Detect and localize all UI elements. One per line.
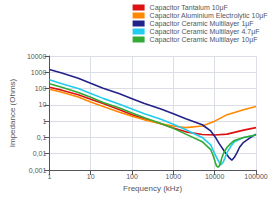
svg-text:Capacitor Aluminium Electrolyt: Capacitor Aluminium Electrolytic 10μF <box>150 12 268 20</box>
svg-text:Frequency (kHz): Frequency (kHz) <box>123 184 182 193</box>
svg-text:100: 100 <box>35 85 47 92</box>
svg-text:Capacitor Ceramic Multilayer 4: Capacitor Ceramic Multilayer 4.7μF <box>150 28 260 36</box>
svg-text:Impedance (Ohms): Impedance (Ohms) <box>8 78 17 147</box>
svg-text:10: 10 <box>39 101 47 108</box>
svg-text:Capacitor Ceramic Multilayer 1: Capacitor Ceramic Multilayer 1μF <box>150 20 254 28</box>
svg-text:0,1: 0,1 <box>37 134 47 141</box>
svg-text:1000: 1000 <box>31 69 47 76</box>
svg-text:1: 1 <box>47 173 51 180</box>
svg-text:Capacitor Ceramic Multilayer 1: Capacitor Ceramic Multilayer 10μF <box>150 36 258 44</box>
svg-text:10000: 10000 <box>205 173 225 180</box>
svg-text:10000: 10000 <box>27 53 47 60</box>
svg-text:100000: 100000 <box>244 173 267 180</box>
svg-text:0,001: 0,001 <box>29 167 47 174</box>
svg-text:1000: 1000 <box>166 173 182 180</box>
svg-text:0,01: 0,01 <box>33 150 47 157</box>
svg-text:Capacitor Tantalum 10μF: Capacitor Tantalum 10μF <box>150 4 228 12</box>
svg-text:100: 100 <box>126 173 138 180</box>
svg-text:10: 10 <box>87 173 95 180</box>
svg-text:1: 1 <box>42 118 46 125</box>
